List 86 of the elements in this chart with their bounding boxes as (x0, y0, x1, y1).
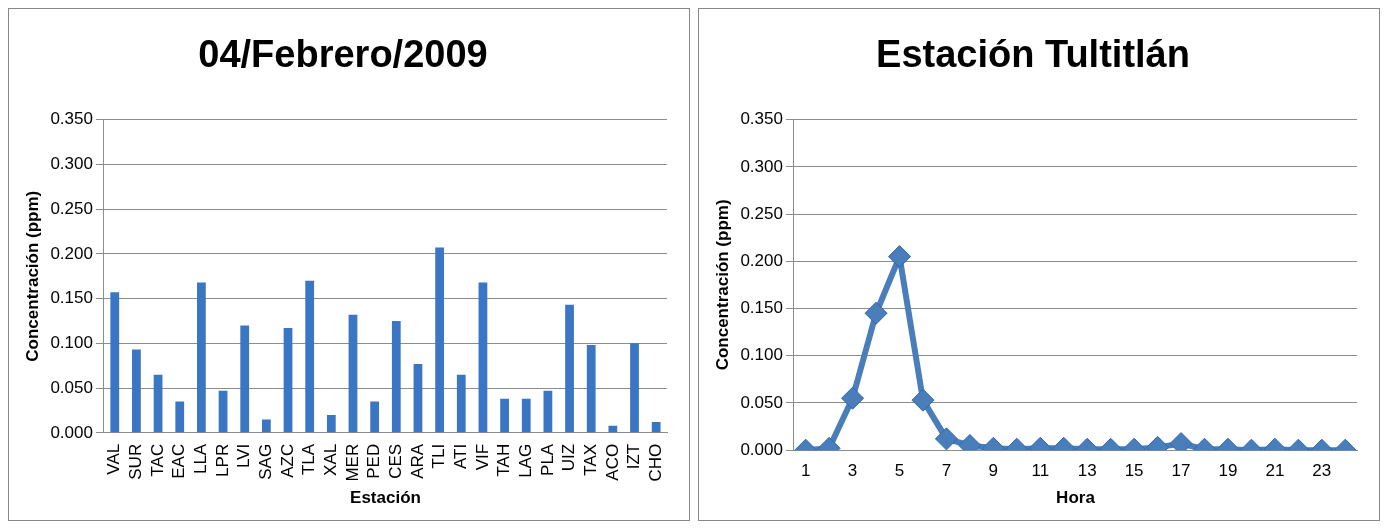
y-tick-label: 0.150 (740, 298, 783, 318)
x-tick-label: TAX (580, 443, 600, 476)
y-tick-label: 0.350 (50, 109, 93, 129)
x-tick-label: 17 (1171, 461, 1191, 481)
bar (153, 374, 163, 433)
x-tick-label: XAL (321, 443, 341, 476)
x-tick-label: LLA (191, 443, 211, 475)
y-tick-label: 0.000 (50, 422, 93, 442)
bar (435, 247, 444, 433)
bar (370, 401, 380, 433)
bar (608, 425, 618, 433)
x-tick-label: CHO (645, 443, 665, 482)
y-tick-label: 0.100 (50, 333, 93, 353)
x-tick-label: 11 (1031, 461, 1050, 481)
bar (132, 349, 141, 433)
bar (197, 282, 206, 433)
x-tick-label: IZT (624, 443, 644, 470)
bar (305, 280, 315, 433)
x-tick-label: TLI (429, 443, 449, 469)
x-tick-label: 5 (894, 461, 905, 481)
bar (413, 363, 423, 433)
bar (586, 345, 596, 433)
y-tick-label: 0.200 (50, 243, 93, 263)
x-tick-label: TAH (494, 443, 514, 477)
x-tick-label: ACO (602, 443, 622, 481)
chart-title: Estación Tultitlán (876, 33, 1190, 76)
bar (175, 401, 185, 433)
y-tick-label: 0.250 (740, 203, 783, 223)
bar (651, 422, 661, 433)
x-tick-label: 7 (941, 461, 952, 481)
y-tick-label: 0.050 (50, 377, 93, 397)
y-axis-title: Concentración (ppm) (22, 190, 42, 362)
x-tick-label: TAC (147, 443, 167, 477)
x-tick-label: VIF (472, 443, 492, 471)
bar (630, 343, 639, 433)
chart-title: 04/Febrero/2009 (198, 33, 488, 76)
y-axis-title: Concentración (ppm) (712, 199, 732, 371)
bar (565, 304, 574, 433)
bar (348, 314, 358, 433)
x-tick-label: 3 (847, 461, 858, 481)
x-tick-label: ATI (450, 443, 470, 470)
x-tick-label: 23 (1312, 461, 1332, 481)
x-tick-label: AZC (277, 443, 297, 478)
y-tick-label: 0.100 (740, 345, 783, 365)
bar (521, 398, 531, 433)
x-tick-label: SAG (256, 443, 276, 480)
x-axis-title: Hora (1056, 488, 1096, 508)
x-tick-label: 19 (1218, 461, 1238, 481)
bar (283, 328, 293, 433)
y-tick-label: 0.150 (50, 288, 93, 308)
x-tick-label: VAL (104, 443, 124, 475)
x-tick-label: 15 (1124, 461, 1144, 481)
bar (456, 374, 466, 433)
x-tick-label: LAG (515, 443, 535, 478)
x-tick-label: MER (342, 443, 362, 482)
x-tick-label: 1 (800, 461, 811, 481)
x-tick-label: PED (364, 443, 384, 479)
bar (500, 398, 509, 433)
y-tick-label: 0.050 (740, 392, 783, 412)
bar (261, 419, 271, 433)
x-tick-label: LPR (212, 443, 232, 477)
bar (543, 390, 553, 433)
x-tick-label: UIZ (559, 443, 579, 472)
bar (218, 390, 228, 433)
x-tick-label: TLA (299, 443, 319, 476)
x-tick-label: 9 (988, 461, 999, 481)
y-tick-label: 0.250 (50, 198, 93, 218)
x-tick-label: CES (385, 443, 405, 479)
x-tick-label: SUR (126, 443, 146, 480)
bar (240, 325, 250, 433)
bar (326, 414, 336, 433)
x-tick-label: LVI (234, 443, 254, 469)
x-tick-label: EAC (169, 443, 189, 479)
y-tick-label: 0.000 (740, 439, 783, 459)
x-tick-label: 13 (1077, 461, 1097, 481)
bar (110, 292, 120, 433)
x-axis-title: Estación (350, 488, 421, 508)
x-tick-label: 21 (1265, 461, 1285, 481)
y-tick-label: 0.350 (740, 109, 783, 129)
y-tick-label: 0.200 (740, 250, 783, 270)
x-tick-label: PLA (537, 443, 557, 476)
x-tick-label: ARA (407, 443, 427, 479)
bar (391, 320, 401, 433)
bar (478, 282, 488, 433)
y-tick-label: 0.300 (740, 156, 783, 176)
y-tick-label: 0.300 (50, 154, 93, 174)
